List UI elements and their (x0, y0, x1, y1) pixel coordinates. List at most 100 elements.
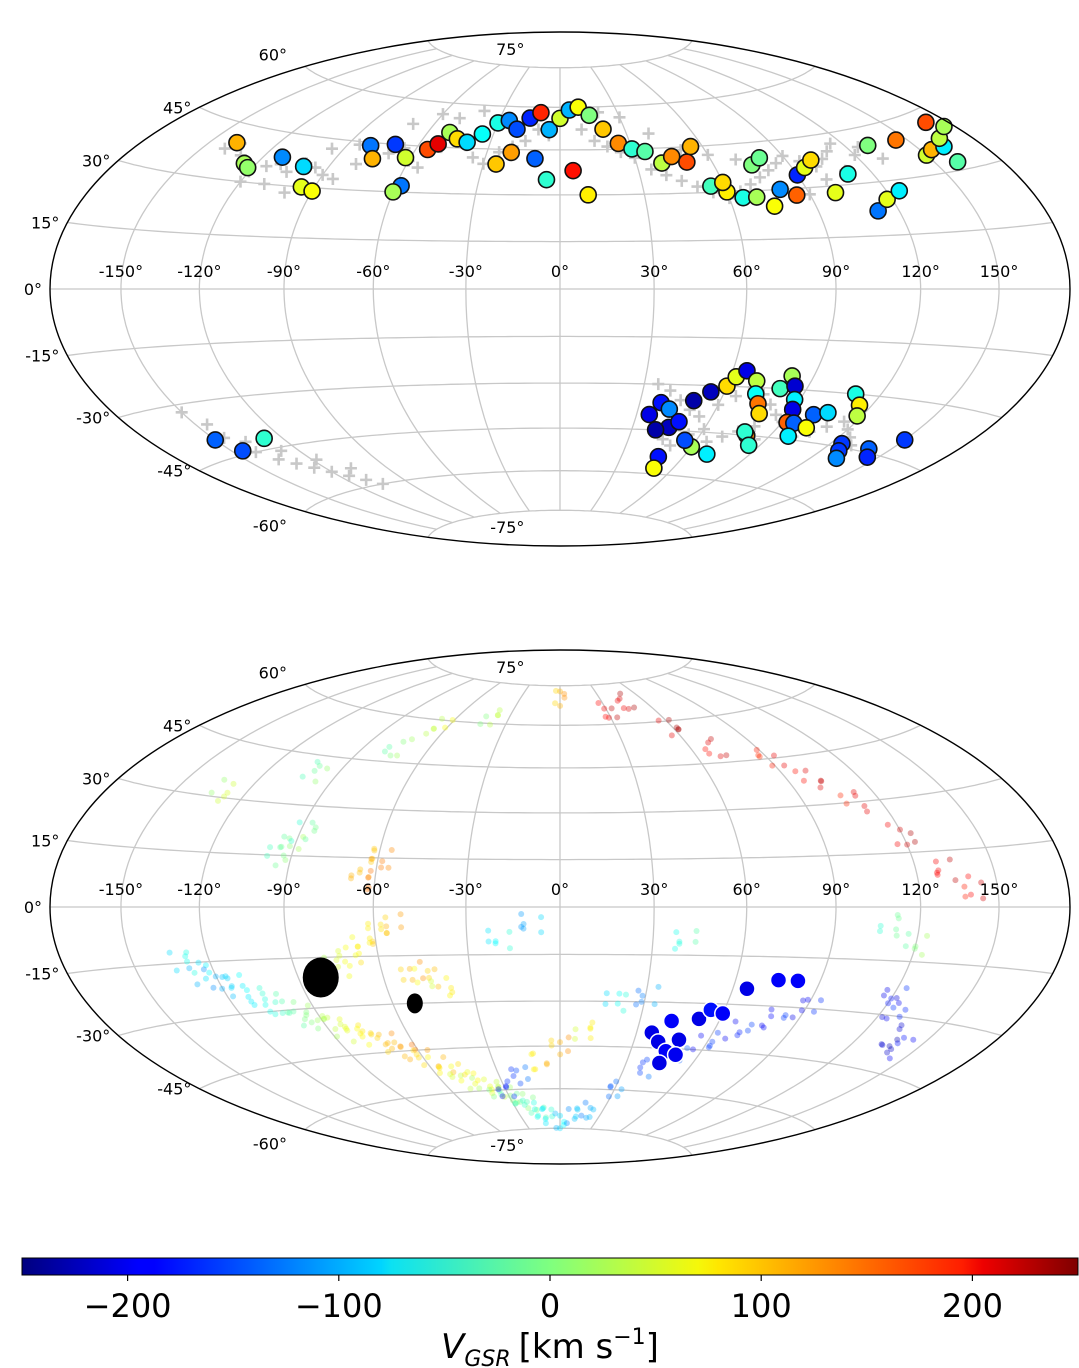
stream-dot (495, 1083, 502, 1090)
stream-dot (286, 1009, 293, 1016)
stream-dot (760, 1024, 767, 1031)
stream-dot (530, 1050, 537, 1057)
stream-dot (509, 1097, 516, 1104)
stream-dot (886, 1043, 893, 1050)
stream-dot (912, 943, 919, 950)
stream-dot (332, 1026, 339, 1033)
stream-dot (532, 1066, 539, 1073)
stream-dot (817, 997, 824, 1004)
stream-dot (804, 996, 811, 1003)
grid-meridian (283, 678, 475, 1136)
stream-dot (565, 1048, 572, 1055)
stream-dot (557, 688, 563, 695)
cross-marker (841, 423, 854, 436)
cross-marker (280, 165, 293, 178)
stream-dot (886, 1055, 893, 1062)
stream-dot (214, 797, 221, 804)
stream-dot (208, 789, 215, 796)
stream-dot (542, 1114, 549, 1121)
lon-tick-label: -60° (356, 880, 390, 899)
stream-dot (768, 1006, 775, 1013)
stream-dot (800, 997, 807, 1004)
stream-dot (492, 938, 499, 945)
cross-marker (820, 420, 833, 433)
stream-dot (517, 1080, 524, 1087)
cross-marker (762, 164, 775, 177)
stream-dot (397, 1043, 404, 1050)
stream-dot (431, 725, 438, 732)
stream-dot (311, 827, 318, 834)
stream-dot (689, 1046, 696, 1053)
stream-dot (539, 1105, 546, 1112)
star-point (678, 153, 696, 171)
cross-marker (278, 186, 291, 199)
stream-dot (495, 1084, 502, 1091)
colorbar-tick-label: 100 (731, 1287, 792, 1325)
stream-dot (492, 940, 499, 947)
stream-dot (561, 1118, 568, 1125)
stream-dot (631, 704, 638, 711)
stream-dot (614, 1093, 621, 1100)
stream-dot (448, 1063, 455, 1070)
stream-dot (222, 973, 229, 980)
stream-dot (717, 753, 724, 760)
stream-dot (290, 998, 297, 1005)
stream-dot (538, 914, 545, 921)
stream-dot (494, 712, 501, 719)
stream-dot (416, 958, 423, 965)
stream-dot (880, 992, 887, 999)
stream-dot (501, 1093, 508, 1100)
stream-dot (288, 837, 295, 844)
stream-dot (369, 941, 376, 948)
cross-marker (697, 423, 710, 436)
star-point (797, 419, 816, 437)
cross-marker (272, 453, 285, 466)
stream-dot (435, 983, 442, 990)
lat-tick-label: 60° (259, 663, 287, 682)
stream-dot (965, 873, 972, 880)
star-point (666, 1046, 685, 1064)
lon-tick-label: -90° (267, 262, 301, 281)
stream-dot (911, 838, 918, 845)
lon-tick-label: 30° (640, 262, 668, 281)
cross-marker (753, 171, 766, 184)
stream-dot (896, 1026, 903, 1033)
stream-dot (262, 1001, 269, 1008)
grid-meridian (590, 66, 655, 512)
stream-dot (336, 1016, 343, 1023)
stream-dot (894, 1040, 901, 1047)
stream-dot (277, 844, 284, 851)
stream-dot (614, 697, 621, 704)
stream-dot (344, 1027, 351, 1034)
lat-tick-label: -45° (157, 462, 191, 481)
star-point (747, 188, 766, 206)
stream-dot (443, 975, 450, 982)
stream-dot (251, 1002, 258, 1009)
star-point (890, 181, 909, 200)
star-point (684, 391, 703, 410)
stream-dot (397, 911, 404, 918)
stream-dot (284, 1009, 291, 1016)
lon-tick-label: -120° (177, 262, 221, 281)
stream-dot (407, 1056, 414, 1063)
cross-marker (824, 137, 837, 150)
stream-dot (397, 966, 404, 973)
stream-dot (893, 994, 900, 1001)
star-point (676, 431, 694, 450)
stream-dot (424, 1046, 431, 1053)
stream-dot (354, 1025, 361, 1032)
stream-dot (651, 1001, 658, 1008)
stream-dot (755, 752, 762, 759)
stream-dot (343, 1025, 350, 1032)
stream-dot (817, 784, 824, 791)
lat-tick-label: -30° (76, 409, 110, 428)
stream-dot (607, 1084, 614, 1090)
stream-dot (543, 1060, 550, 1067)
star-point (858, 136, 877, 155)
cross-marker (588, 134, 601, 147)
stream-dot (368, 1031, 375, 1038)
stream-dot (707, 736, 714, 743)
star-point (887, 131, 905, 149)
stream-dot (228, 983, 235, 990)
stream-dot (548, 1037, 555, 1044)
